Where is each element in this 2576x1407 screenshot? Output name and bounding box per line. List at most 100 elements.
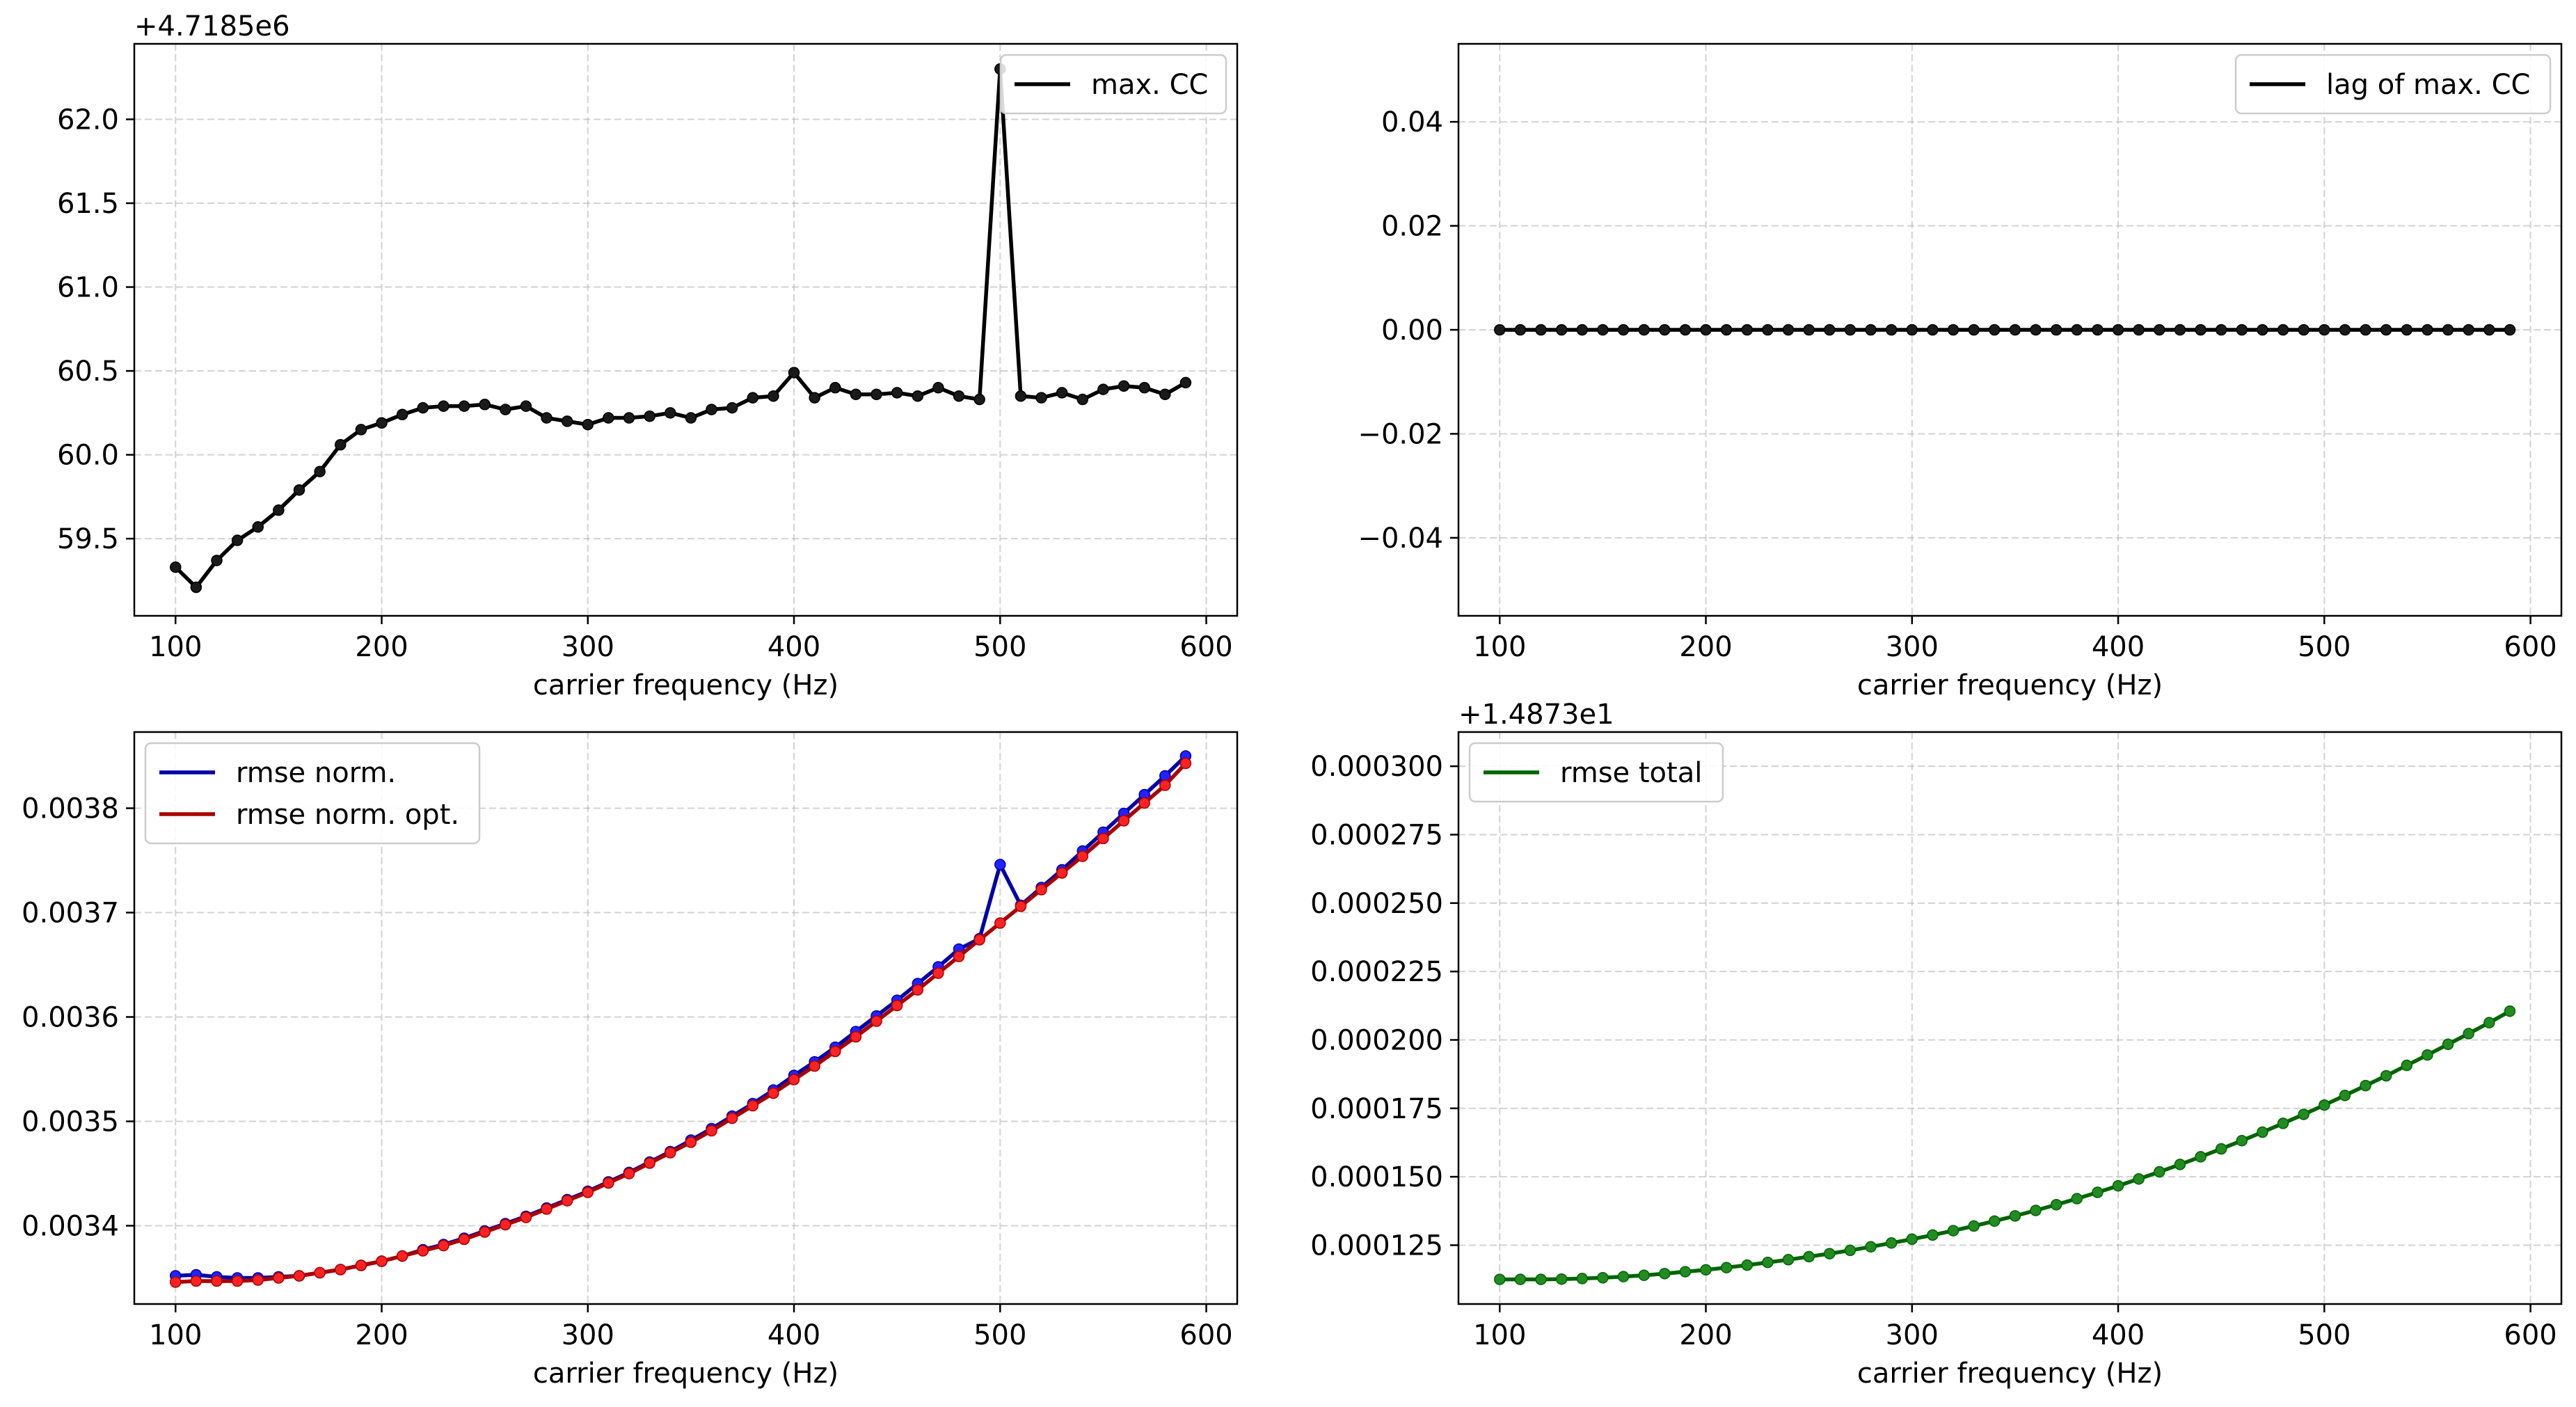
data-point xyxy=(1076,393,1089,406)
data-point xyxy=(561,1195,573,1207)
chart-max_cc: 100 200 300 400 500 600 59.5 60.0 60.5 61.0 61.5 62… xyxy=(57,10,1239,701)
data-point xyxy=(1638,1269,1650,1281)
x-tick-label: 200 xyxy=(1679,631,1732,663)
data-point xyxy=(2442,1038,2454,1051)
data-point xyxy=(479,399,491,411)
data-point xyxy=(293,484,305,496)
data-point xyxy=(438,1239,450,1252)
data-point xyxy=(1015,900,1027,912)
data-point xyxy=(2009,324,2021,336)
x-tick-label: 300 xyxy=(1886,1319,1939,1351)
data-point xyxy=(994,917,1006,929)
data-point xyxy=(355,1259,367,1271)
legend-box xyxy=(1468,742,1724,803)
data-point xyxy=(1056,387,1068,399)
data-point xyxy=(1118,380,1130,392)
data-point xyxy=(2319,1099,2330,1111)
data-point xyxy=(1968,324,1980,336)
y-offset-label: +1.4873e1 xyxy=(1458,699,1614,731)
data-point xyxy=(2050,1198,2062,1211)
data-point xyxy=(1906,324,1918,336)
data-point xyxy=(623,412,635,424)
data-point xyxy=(726,402,738,414)
x-tick-label: 500 xyxy=(973,1319,1026,1351)
data-point xyxy=(973,393,985,406)
y-tick-label: 0.000275 xyxy=(1310,819,1443,851)
data-point xyxy=(541,412,552,424)
data-point xyxy=(2071,324,2083,336)
data-point xyxy=(747,1099,759,1112)
data-point xyxy=(500,404,511,415)
data-point xyxy=(2298,1108,2309,1120)
x-tick-label: 100 xyxy=(149,1319,202,1351)
data-point xyxy=(1865,1241,1877,1253)
data-point xyxy=(2071,1193,2083,1205)
x-tick-label: 500 xyxy=(2298,631,2351,663)
data-point xyxy=(2174,324,2186,336)
data-point xyxy=(231,534,244,546)
y-tick-label: 59.5 xyxy=(57,523,119,555)
data-point xyxy=(2112,324,2124,336)
chart-rmse_total: 100 200 300 400 500 600 0.000125 0.000150 0.0001… xyxy=(1310,699,2563,1390)
y-tick-label: 0.00 xyxy=(1381,315,1443,347)
x-tick-label: 500 xyxy=(973,631,1026,663)
x-tick-label: 200 xyxy=(1679,1319,1732,1351)
data-point xyxy=(376,1255,388,1267)
data-point xyxy=(273,504,285,516)
data-point xyxy=(2298,324,2309,336)
x-tick-label: 400 xyxy=(768,631,820,663)
data-point xyxy=(1159,388,1171,401)
data-point xyxy=(932,381,944,394)
data-point xyxy=(1597,324,1609,336)
x-axis-label: carrier frequency (Hz) xyxy=(533,669,838,701)
data-point xyxy=(1741,1259,1754,1271)
data-point xyxy=(1638,324,1650,336)
legend-box xyxy=(999,54,1227,115)
data-point xyxy=(190,1275,202,1287)
data-point xyxy=(1762,1256,1774,1269)
legend-box xyxy=(2234,54,2552,115)
data-point xyxy=(665,407,676,419)
data-point xyxy=(2504,324,2516,336)
data-point xyxy=(211,1275,223,1287)
data-point xyxy=(170,1276,182,1288)
data-point xyxy=(2422,1049,2433,1061)
data-point xyxy=(2092,324,2104,336)
data-point xyxy=(1179,757,1192,770)
data-point xyxy=(2422,324,2433,336)
data-point xyxy=(1947,324,1959,336)
data-point xyxy=(623,1168,635,1179)
x-tick-label: 400 xyxy=(768,1319,820,1351)
data-point xyxy=(829,381,841,394)
data-point xyxy=(2257,324,2268,336)
data-point xyxy=(293,1270,305,1282)
data-point xyxy=(1617,324,1630,336)
x-tick-label: 100 xyxy=(149,631,202,663)
data-point xyxy=(479,1226,491,1238)
data-point xyxy=(644,1157,655,1169)
y-tick-label: 0.0035 xyxy=(22,1106,119,1138)
data-point xyxy=(644,410,655,422)
data-point xyxy=(2009,1210,2021,1222)
data-point xyxy=(1555,324,1568,336)
y-offset-label: +4.7185e6 xyxy=(134,10,290,42)
data-point xyxy=(2133,1173,2145,1185)
data-point xyxy=(2380,1070,2392,1082)
data-point xyxy=(1989,1215,2001,1227)
data-point xyxy=(1803,324,1815,336)
data-point xyxy=(2154,1166,2165,1178)
data-point xyxy=(211,555,223,566)
data-point xyxy=(2236,1134,2248,1147)
y-tick-label: 62.0 xyxy=(57,104,119,136)
data-point xyxy=(376,417,388,429)
data-point xyxy=(912,984,924,996)
x-tick-label: 300 xyxy=(562,631,614,663)
legend: rmse total xyxy=(1468,742,1724,803)
data-point xyxy=(1494,1273,1506,1285)
data-point xyxy=(417,1245,429,1257)
x-tick-label: 200 xyxy=(355,631,408,663)
data-point xyxy=(2195,1151,2207,1163)
data-point xyxy=(252,520,264,533)
data-point xyxy=(1927,324,1939,336)
y-tick-label: 0.0038 xyxy=(22,793,119,825)
